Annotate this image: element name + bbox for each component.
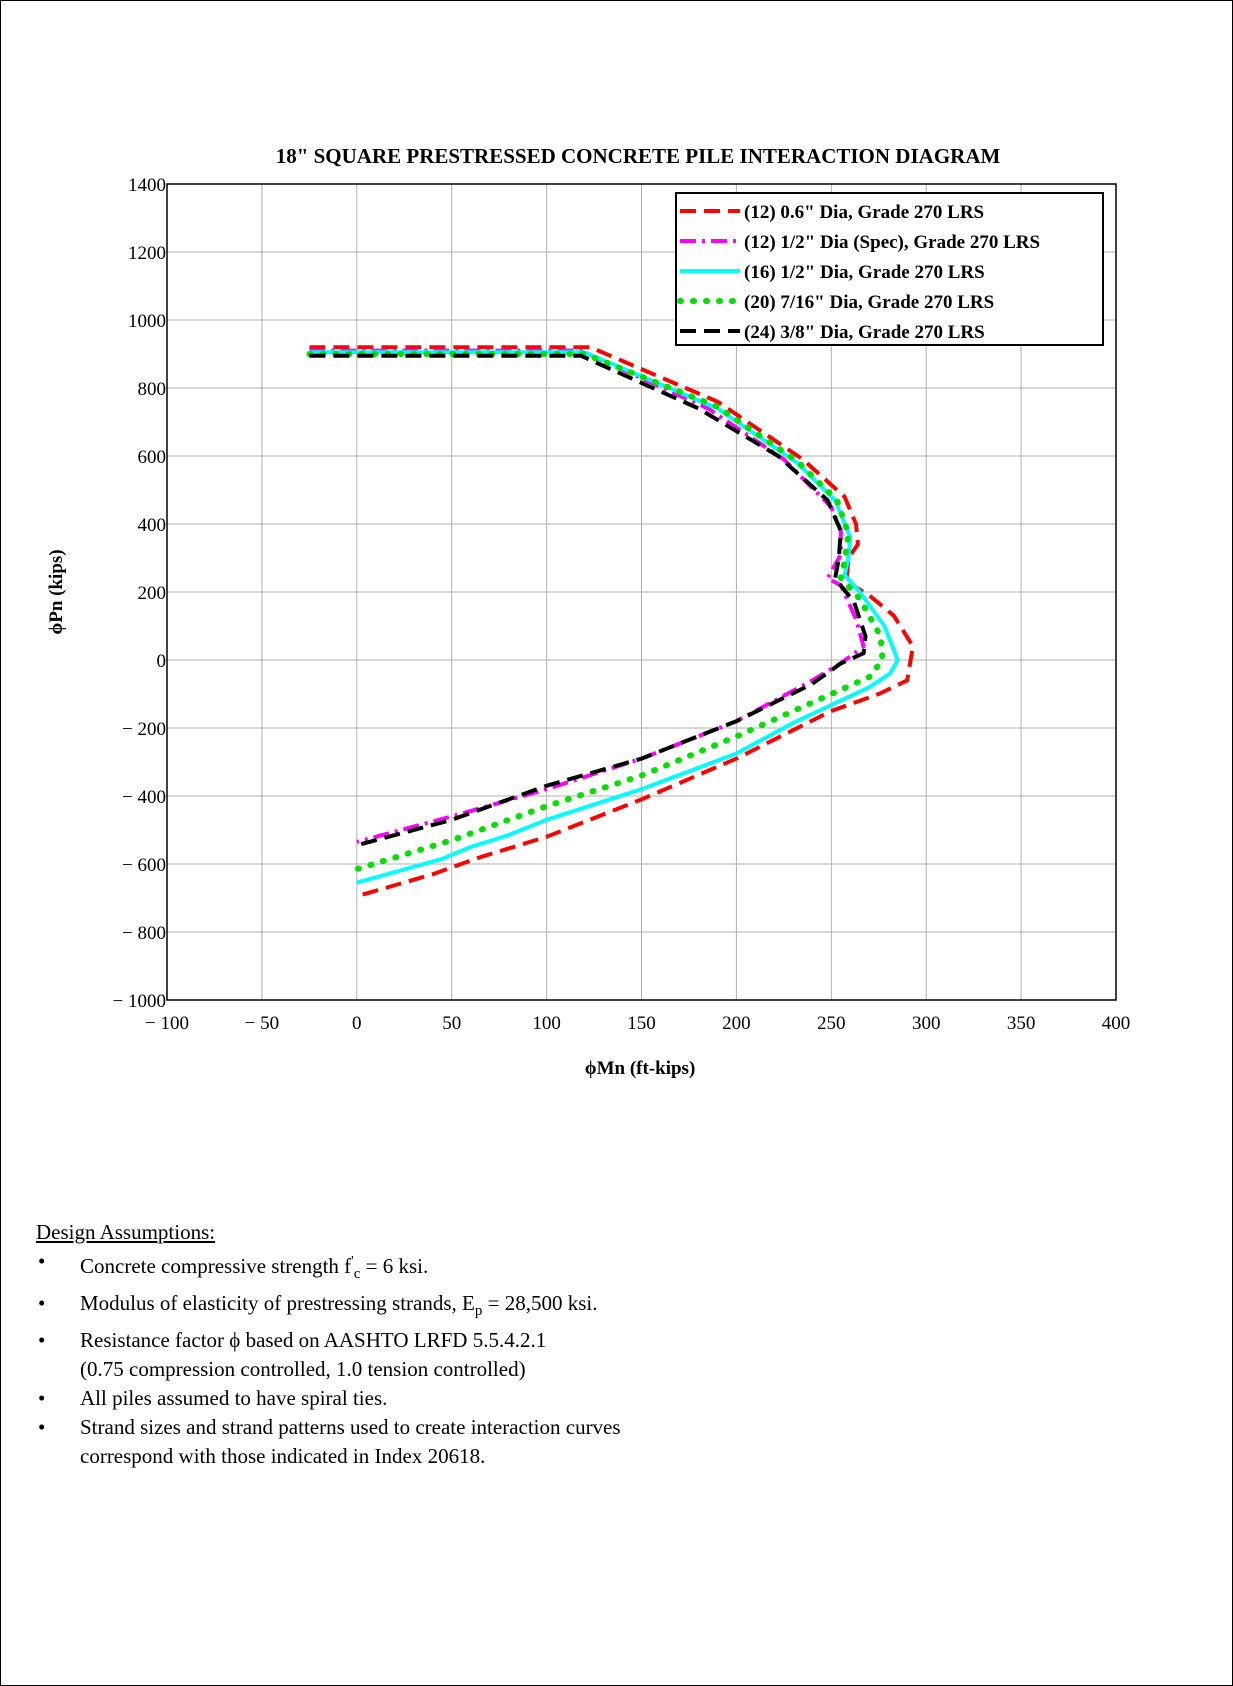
note-sub: p — [474, 1303, 483, 1320]
tick-labels: − 100 − 50 0 50 100 150 200 250 300 350 400 − 1000 −… — [113, 175, 1131, 1034]
series-line-3 — [309, 350, 900, 885]
design-assumptions: Design Assumptions: • Concrete compressiv… — [36, 1218, 1136, 1471]
x-tick-label: 50 — [442, 1013, 461, 1034]
y-tick-label: − 800 — [122, 923, 166, 944]
series-line-5 — [309, 353, 868, 848]
legend-label-1: (12) 0.6" Dia, Grade 270 LRS — [744, 202, 984, 223]
note-text-end: = 28,500 ksi. — [482, 1291, 598, 1316]
bullet-icon: • — [38, 1328, 46, 1353]
note-item: • All piles assumed to have spiral ties. — [36, 1384, 1136, 1413]
y-tick-label: 400 — [138, 515, 167, 536]
y-tick-label: 600 — [138, 447, 167, 468]
y-tick-label: 800 — [138, 379, 167, 400]
x-tick-label: 200 — [722, 1013, 751, 1034]
x-axis-label: ϕMn (ft-kips) — [585, 1058, 696, 1079]
x-tick-label: 350 — [1007, 1013, 1036, 1034]
y-tick-label: − 1000 — [113, 991, 166, 1012]
x-tick-label: 100 — [532, 1013, 561, 1034]
bullet-icon: • — [38, 1415, 46, 1440]
note-item: • Resistance factor ϕ based on AASHTO LRF… — [36, 1326, 1136, 1384]
plot-area-border — [166, 183, 1117, 1001]
legend-label-3: (16) 1/2" Dia, Grade 270 LRS — [744, 262, 985, 283]
x-tick-label: − 50 — [245, 1013, 279, 1034]
y-tick-label: − 400 — [122, 787, 166, 808]
bullet-icon: • — [38, 1291, 46, 1316]
y-tick-label: 1400 — [128, 175, 166, 196]
series-line-4 — [306, 351, 886, 873]
note-text: Resistance factor ϕ based on AASHTO LRFD… — [80, 1328, 547, 1353]
interaction-chart: 18" SQUARE PRESTRESSED CONCRETE PILE INT… — [46, 144, 1131, 1079]
y-tick-label: 200 — [138, 583, 167, 604]
legend: (12) 0.6" Dia, Grade 270 LRS (12) 1/2" Di… — [675, 192, 1104, 346]
legend-box — [675, 192, 1104, 346]
note-sup: ' — [351, 1254, 354, 1269]
y-axis-label: ϕPn (kips) — [46, 549, 67, 634]
series-line-1 — [309, 345, 915, 899]
note-text: Concrete compressive strength f — [80, 1254, 352, 1278]
note-text: Strand sizes and strand patterns used to… — [80, 1415, 621, 1440]
note-continuation: (0.75 compression controlled, 1.0 tensio… — [80, 1357, 526, 1382]
x-tick-label: 400 — [1102, 1013, 1131, 1034]
note-sub: c — [353, 1266, 361, 1283]
note-text: Modulus of elasticity of prestressing st… — [80, 1291, 475, 1316]
x-tick-label: 150 — [627, 1013, 656, 1034]
series-lines — [306, 345, 915, 899]
legend-label-4: (20) 7/16" Dia, Grade 270 LRS — [744, 292, 994, 313]
note-continuation: correspond with those indicated in Index… — [80, 1444, 486, 1469]
y-tick-label: 1000 — [128, 311, 166, 332]
bullet-icon: • — [38, 1249, 46, 1273]
note-item: • Concrete compressive strength f'c = 6 k… — [36, 1247, 1136, 1289]
chart-title: 18" SQUARE PRESTRESSED CONCRETE PILE INT… — [276, 144, 1001, 168]
legend-label-2: (12) 1/2" Dia (Spec), Grade 270 LRS — [744, 232, 1040, 253]
notes-title: Design Assumptions: — [36, 1220, 216, 1244]
x-tick-label: 250 — [817, 1013, 846, 1034]
y-tick-label: − 600 — [122, 855, 166, 876]
x-tick-label: − 100 — [145, 1013, 189, 1034]
series-line-2 — [309, 348, 866, 844]
x-tick-label: 300 — [912, 1013, 941, 1034]
legend-label-5: (24) 3/8" Dia, Grade 270 LRS — [744, 322, 985, 343]
notes-list: • Concrete compressive strength f'c = 6 k… — [36, 1247, 1136, 1471]
note-item: • Modulus of elasticity of prestressing s… — [36, 1289, 1136, 1326]
bullet-icon: • — [38, 1386, 46, 1411]
note-text: All piles assumed to have spiral ties. — [80, 1386, 388, 1411]
note-text-end: = 6 ksi. — [360, 1254, 429, 1278]
y-tick-label: 1200 — [128, 243, 166, 264]
y-tick-label: − 200 — [122, 719, 166, 740]
y-tick-label: 0 — [157, 651, 167, 672]
grid-lines — [167, 184, 1116, 1000]
x-tick-label: 0 — [352, 1013, 362, 1034]
note-item: • Strand sizes and strand patterns used t… — [36, 1413, 1136, 1471]
